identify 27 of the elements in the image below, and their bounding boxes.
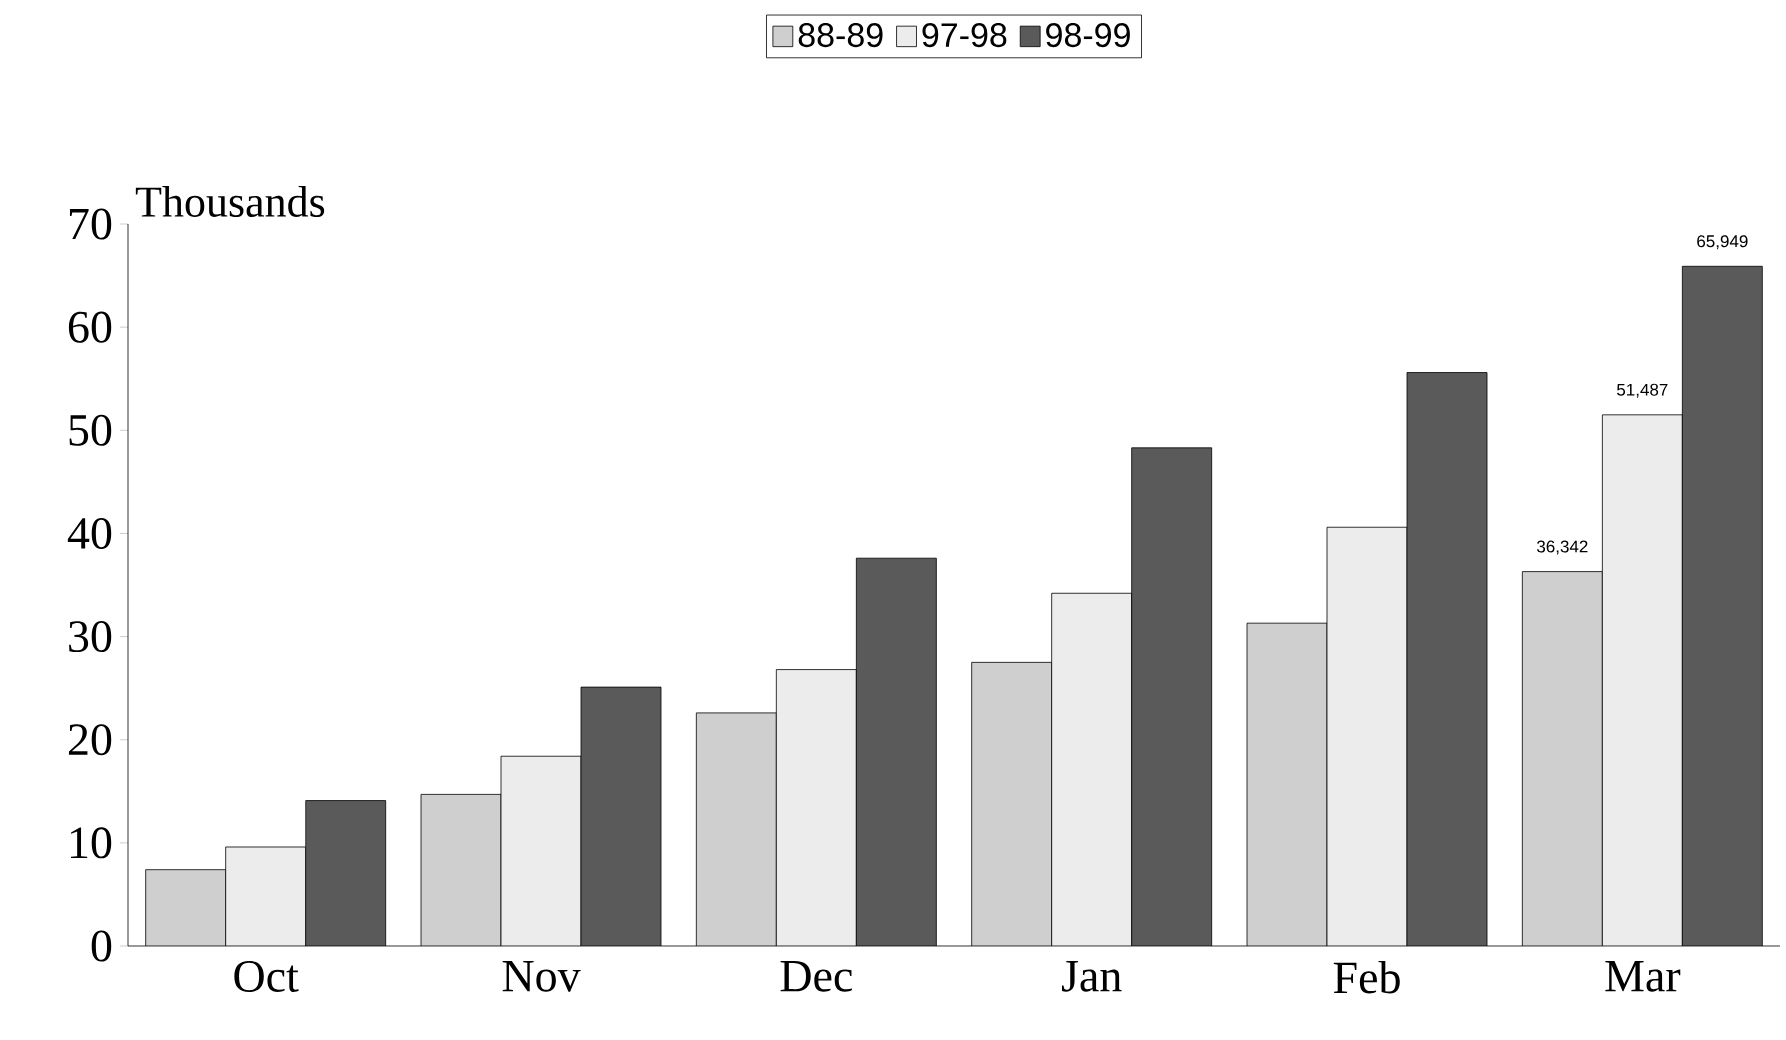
annotation: 51,487 xyxy=(1617,383,1668,398)
y-tick-label: 50 xyxy=(69,414,112,446)
bar xyxy=(581,687,662,946)
y-tick-label: 10 xyxy=(70,827,112,859)
x-tick-label: Dec xyxy=(780,961,852,992)
annotation: 65,949 xyxy=(1697,235,1748,250)
legend-label: 97-98 xyxy=(922,23,1007,48)
y-tick-label: 20 xyxy=(68,724,112,756)
bar xyxy=(1407,372,1488,946)
x-tick-label: Jan xyxy=(1061,961,1122,992)
x-tick-label: Mar xyxy=(1605,961,1681,992)
legend-label: 88-89 xyxy=(798,23,883,48)
x-tick-label: Nov xyxy=(502,961,581,992)
annotation: 36,342 xyxy=(1537,540,1588,555)
y-tick-label: 0 xyxy=(91,930,112,962)
legend-label: 98-99 xyxy=(1046,23,1130,48)
y-tick-label: 40 xyxy=(67,517,112,549)
bar xyxy=(1131,447,1212,946)
y-axis-title: Thousands xyxy=(135,186,325,217)
y-tick-label: 70 xyxy=(69,208,112,240)
y-tick-label: 60 xyxy=(68,311,112,343)
bar xyxy=(1681,265,1763,946)
bar xyxy=(305,800,386,946)
x-tick-label: Feb xyxy=(1333,961,1400,994)
y-tick-label: 30 xyxy=(69,621,112,653)
bar xyxy=(856,558,937,946)
x-tick-label: Oct xyxy=(234,961,299,992)
